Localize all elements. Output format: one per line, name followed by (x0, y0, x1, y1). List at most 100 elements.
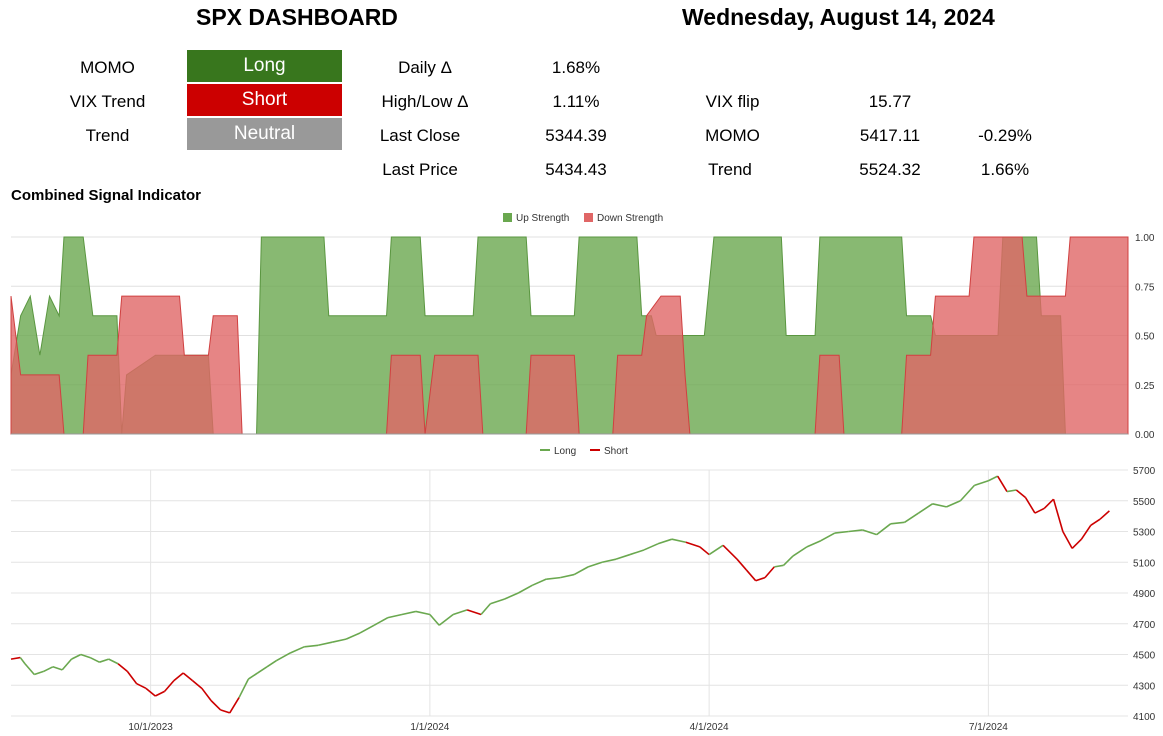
price-segment-long (80, 653, 91, 659)
price-segment-short (154, 690, 165, 697)
stat-label-highlow: High/Low Δ (381, 92, 469, 111)
dashboard-date: Wednesday, August 14, 2024 (682, 4, 995, 30)
price-segment-short (163, 680, 175, 692)
price-segment-long (438, 613, 454, 626)
price-segment-long (643, 543, 659, 551)
line-ytick: 4300 (1133, 681, 1156, 692)
spx-price-line-chart: Long Short 4100 4300 4500 4700 4900 5100 5300 550… (10, 446, 1156, 733)
price-segment-long (304, 644, 319, 648)
price-segment-short (699, 546, 710, 556)
price-segment-long (452, 609, 468, 616)
price-segment-short (755, 576, 766, 582)
price-segment-long (531, 578, 547, 587)
price-segment-short (117, 663, 128, 673)
price-segment-long (345, 632, 361, 640)
price-segment-long (932, 503, 947, 508)
price-segment-short (736, 558, 747, 571)
line-xtick: 7/1/2024 (969, 722, 1008, 733)
price-segment-long (708, 544, 724, 556)
stat-value-daily: 1.68% (551, 58, 601, 77)
price-segment-long (774, 564, 784, 568)
price-segment-long (587, 561, 603, 568)
price-segment-long (257, 666, 268, 674)
price-segment-long (876, 523, 892, 536)
combined-signal-area-chart: Up Strength Down Strength 0.00 0.25 0.50 0.75… (10, 213, 1155, 441)
legend-swatch-1 (584, 213, 593, 222)
line-ytick: 5700 (1133, 466, 1156, 477)
price-segment-long (806, 539, 822, 548)
line-legend-label-1: Short (604, 446, 628, 457)
price-segment-short (229, 697, 240, 714)
line-xtick: 1/1/2024 (410, 722, 449, 733)
legend-label-0: Up Strength (516, 213, 569, 224)
price-segment-long (959, 484, 976, 502)
price-segment-short (182, 672, 194, 682)
price-segment-long (946, 500, 961, 508)
area-ytick: 0.50 (1135, 332, 1155, 343)
legend-label-1: Down Strength (597, 213, 663, 224)
price-segment-long (289, 646, 305, 654)
price-segment-long (331, 638, 347, 643)
level-value-momo: 5417.11 (859, 126, 921, 145)
price-segment-short (173, 672, 184, 682)
price-segment-long (657, 538, 673, 545)
price-segment-long (904, 512, 920, 523)
line-legend-label-0: Long (554, 446, 576, 457)
price-segment-long (387, 613, 403, 619)
price-segment-long (974, 480, 989, 487)
price-segment-short (1052, 498, 1064, 532)
price-segment-long (573, 566, 589, 576)
line-xtick: 10/1/2023 (128, 722, 173, 733)
price-segment-short (201, 687, 212, 702)
line-ytick: 4100 (1133, 712, 1156, 723)
price-segment-long (24, 663, 35, 676)
price-segment-long (560, 573, 575, 579)
area-ytick: 0.75 (1135, 282, 1155, 293)
price-segment-short (745, 569, 757, 582)
level-value-trend: 5524.32 (859, 160, 921, 179)
level-label-vix-flip: VIX flip (705, 92, 760, 111)
price-segment-long (238, 678, 250, 698)
level-label-momo: MOMO (705, 126, 760, 145)
price-segment-short (1015, 489, 1027, 499)
price-segment-long (52, 666, 63, 671)
section-title: Combined Signal Indicator (11, 187, 202, 204)
price-segment-long (61, 658, 73, 671)
line-xtick: 4/1/2024 (690, 722, 729, 733)
stat-value-last-price: 5434.43 (545, 160, 607, 179)
price-segment-short (136, 682, 147, 690)
signal-badge-vix-trend: Short (187, 84, 342, 116)
price-segment-long (480, 603, 491, 616)
price-segment-short (685, 541, 701, 548)
price-segment-long (490, 598, 505, 605)
signal-label-trend: Trend (85, 126, 130, 145)
price-segment-short (192, 680, 203, 689)
level-label-trend: Trend (708, 160, 752, 179)
area-ytick: 0.25 (1135, 381, 1155, 392)
price-segment-long (820, 532, 836, 542)
price-segment-long (266, 659, 277, 668)
stat-value-last-close: 5344.39 (545, 126, 607, 145)
area-ytick: 1.00 (1135, 233, 1155, 244)
price-segment-short (126, 670, 138, 685)
price-segment-long (862, 529, 877, 536)
price-segment-short (1034, 507, 1045, 514)
price-segment-short (145, 687, 156, 697)
price-segment-short (1099, 510, 1110, 520)
line-ytick: 5500 (1133, 497, 1156, 508)
line-ytick: 4700 (1133, 620, 1156, 631)
level-pct-momo: -0.29% (978, 126, 1032, 145)
level-pct-trend: 1.66% (980, 160, 1030, 179)
price-segment-long (517, 584, 533, 594)
line-ytick: 5100 (1133, 558, 1156, 569)
price-segment-long (1006, 489, 1017, 493)
price-segment-short (722, 544, 738, 560)
price-segment-short (466, 609, 482, 616)
price-segment-short (1062, 531, 1073, 549)
price-segment-long (275, 652, 291, 662)
price-segment-short (210, 700, 222, 711)
level-value-vix-flip: 15.77 (868, 92, 912, 111)
price-segment-long (429, 614, 440, 626)
price-segment-long (918, 503, 933, 514)
price-segment-long (34, 670, 44, 676)
